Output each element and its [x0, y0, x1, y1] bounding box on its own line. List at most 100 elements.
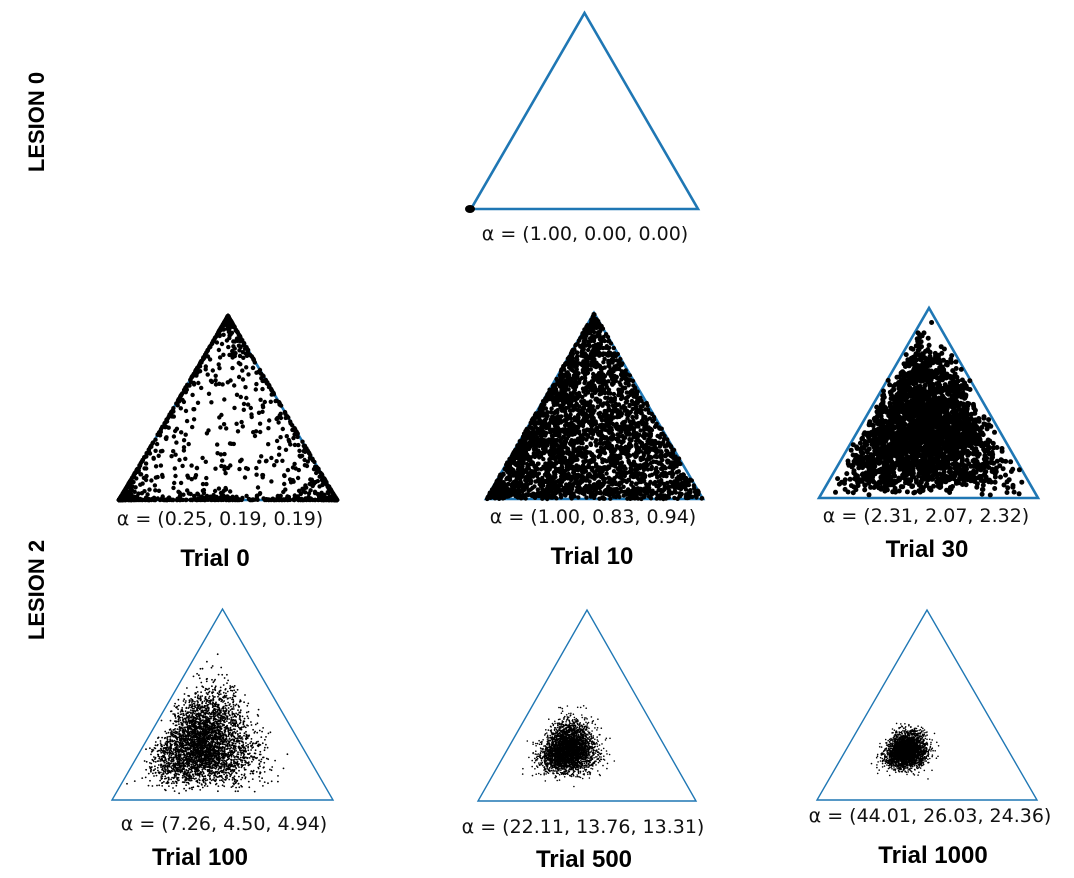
sample-point [594, 468, 600, 473]
sample-point [575, 480, 581, 485]
alpha-label: α = (0.25, 0.19, 0.19) [117, 508, 323, 530]
sample-point [528, 425, 533, 430]
sample-point [213, 466, 218, 471]
sample-point [568, 491, 573, 497]
sample-point [155, 496, 160, 501]
sample-point [636, 450, 641, 455]
sample-point [670, 448, 675, 453]
sample-point [575, 374, 580, 379]
sample-point [575, 485, 580, 490]
sample-point [276, 452, 282, 457]
sample-point [183, 408, 189, 414]
sample-point [683, 495, 689, 501]
sample-point [576, 495, 581, 500]
sample-point [203, 364, 208, 369]
sample-point [183, 497, 189, 503]
sample-point [200, 455, 205, 461]
sample-point [547, 457, 552, 462]
sample-point [571, 359, 576, 364]
sample-point [625, 487, 631, 492]
sample-point [256, 410, 262, 415]
sample-point [222, 451, 227, 457]
sample-point [641, 446, 647, 451]
sample-point [240, 495, 245, 501]
sample-point [564, 461, 569, 467]
sample-point [225, 380, 230, 385]
sample-point [308, 453, 313, 458]
sample-point [624, 395, 629, 401]
sample-point [578, 474, 583, 479]
sample-point [213, 496, 218, 501]
sample-point [564, 482, 569, 487]
sample-point [493, 487, 499, 492]
sample-point [241, 401, 247, 407]
sample-point [294, 432, 300, 437]
sample-point [628, 392, 633, 397]
sample-point [146, 497, 151, 503]
sample-point [171, 434, 177, 439]
sample-point [217, 332, 222, 337]
sample-point [585, 322, 590, 328]
sample-point [216, 347, 222, 353]
sample-point [617, 359, 622, 365]
sample-point [230, 365, 235, 371]
sample-point [576, 418, 581, 423]
sample-point [540, 411, 545, 416]
sample-point [608, 496, 613, 501]
sample-points [485, 312, 705, 502]
sample-point [600, 326, 606, 331]
sample-point [232, 405, 237, 411]
sample-point [568, 383, 573, 388]
sample-point [532, 417, 537, 422]
sample-point [238, 362, 243, 367]
sample-point [516, 443, 522, 448]
sample-point [119, 497, 124, 503]
sample-point [250, 497, 255, 503]
sample-point [508, 474, 513, 479]
sample-point [221, 497, 226, 503]
sample-point [313, 464, 318, 469]
sample-point [292, 493, 297, 498]
sample-point [661, 481, 667, 487]
sample-points [116, 313, 340, 503]
sample-point [665, 437, 670, 442]
sample-point [325, 483, 331, 489]
sample-point [292, 442, 298, 448]
sample-point [234, 494, 239, 499]
sample-point [615, 351, 620, 357]
sample-point [583, 451, 589, 456]
sample-point [619, 377, 624, 382]
sample-point [565, 427, 570, 432]
sample-point [129, 476, 135, 481]
sample-point [557, 459, 562, 465]
sample-point [618, 463, 623, 468]
sample-point [521, 448, 527, 453]
sample-point [193, 475, 198, 480]
sample-point [183, 390, 188, 395]
sample-point [678, 461, 683, 467]
sample-point [236, 374, 242, 380]
sample-point [556, 415, 561, 420]
sample-point [233, 327, 239, 333]
sample-point [592, 429, 597, 434]
sample-point [221, 332, 226, 337]
sample-point [212, 488, 218, 494]
sample-point [548, 451, 553, 456]
sample-point [606, 418, 611, 423]
sample-point [183, 432, 188, 437]
sample-point [618, 439, 623, 444]
sample-point [571, 369, 577, 374]
sample-point [297, 453, 302, 458]
sample-point [511, 485, 516, 490]
sample-point [231, 339, 236, 344]
sample-point [531, 451, 536, 456]
sample-point [237, 348, 242, 353]
sample-point [224, 338, 230, 343]
sample-point [652, 479, 658, 485]
sample-point [241, 407, 246, 412]
sample-point [278, 415, 284, 421]
sample-point [600, 459, 605, 465]
sample-point [624, 492, 629, 497]
panel-trial-10: α = (1.00, 0.83, 0.94) Trial 10 [483, 310, 706, 570]
sample-point [624, 376, 629, 381]
